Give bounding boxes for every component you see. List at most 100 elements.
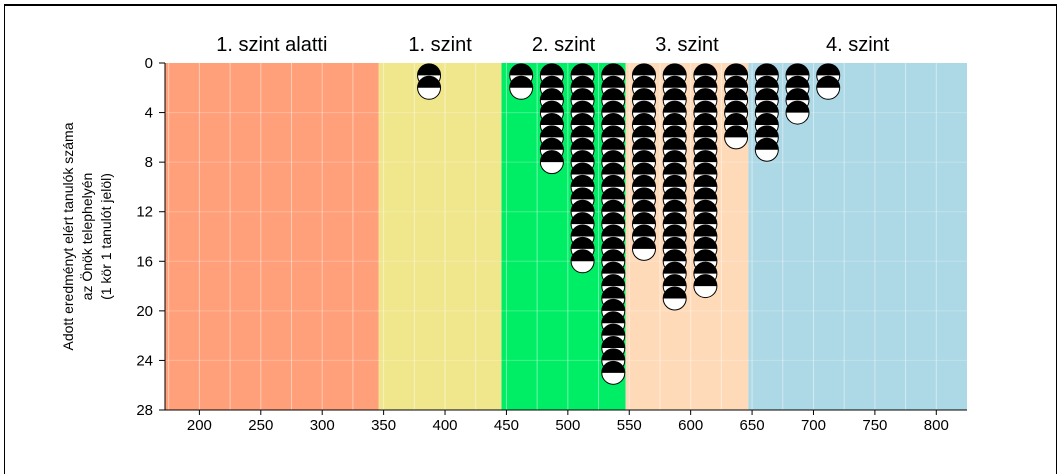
marker-black-half bbox=[724, 125, 748, 138]
axes: 0 4 8 12 16 20 24 28 200 250 300 350 400 450 500 550 600… bbox=[136, 55, 967, 434]
marker-black-half bbox=[632, 163, 656, 175]
marker-black-half bbox=[724, 113, 748, 125]
marker-black-half bbox=[571, 187, 595, 200]
chart-frame bbox=[4, 4, 1057, 474]
marker-black-half bbox=[786, 76, 810, 88]
student-marker bbox=[570, 249, 595, 274]
marker-black-half bbox=[663, 286, 687, 299]
marker-black-half bbox=[601, 262, 625, 274]
y-axis-label-line-1: Adott eredményt elért tanulók száma bbox=[60, 122, 76, 350]
level-band-5 bbox=[748, 63, 967, 410]
marker-black-half bbox=[601, 361, 625, 373]
marker-black-half bbox=[816, 76, 840, 88]
marker-black-half bbox=[663, 187, 687, 200]
x-tick-label: 500 bbox=[555, 417, 580, 434]
marker-black-half bbox=[601, 225, 625, 237]
marker-black-half bbox=[601, 138, 625, 150]
marker-black-half bbox=[571, 175, 595, 187]
student-marker bbox=[631, 236, 656, 261]
marker-black-half bbox=[540, 125, 564, 138]
student-markers bbox=[417, 63, 841, 385]
marker-black-half bbox=[693, 113, 717, 125]
student-marker bbox=[754, 137, 779, 162]
grid-lines bbox=[165, 63, 967, 410]
student-marker bbox=[509, 75, 534, 100]
marker-black-half bbox=[601, 311, 625, 324]
x-tick-label: 450 bbox=[494, 417, 519, 434]
marker-black-half bbox=[571, 76, 595, 88]
y-axis-label: Adott eredményt elért tanulók száma az Ön… bbox=[60, 122, 114, 350]
marker-black-half bbox=[663, 274, 687, 287]
x-tick-label: 300 bbox=[310, 417, 335, 434]
marker-black-half bbox=[663, 138, 687, 150]
y-tick-label: 8 bbox=[145, 154, 153, 171]
marker-black-half bbox=[601, 286, 625, 299]
marker-black-half bbox=[540, 113, 564, 125]
marker-black-half bbox=[755, 101, 779, 113]
marker-black-half bbox=[571, 150, 595, 163]
marker-black-half bbox=[509, 76, 533, 88]
marker-black-half bbox=[663, 237, 687, 249]
marker-black-half bbox=[571, 138, 595, 150]
marker-black-half bbox=[693, 262, 717, 274]
marker-black-half bbox=[693, 200, 717, 212]
marker-black-half bbox=[632, 237, 656, 249]
level-band-1 bbox=[165, 63, 379, 410]
marker-black-half bbox=[540, 101, 564, 113]
x-tick-label: 600 bbox=[678, 417, 703, 434]
student-marker bbox=[785, 100, 810, 125]
x-tick-label: 550 bbox=[617, 417, 642, 434]
marker-black-half bbox=[755, 125, 779, 138]
y-tick-label: 0 bbox=[145, 55, 153, 72]
marker-black-half bbox=[571, 212, 595, 225]
marker-black-half bbox=[601, 76, 625, 88]
marker-black-half bbox=[693, 125, 717, 138]
marker-black-half bbox=[693, 175, 717, 187]
marker-black-half bbox=[571, 125, 595, 138]
x-tick-label: 250 bbox=[248, 417, 273, 434]
marker-black-half bbox=[571, 225, 595, 237]
marker-black-half bbox=[417, 63, 441, 76]
x-tick-label: 650 bbox=[740, 417, 765, 434]
y-tick-label: 4 bbox=[145, 105, 153, 122]
marker-black-half bbox=[601, 274, 625, 287]
student-marker bbox=[816, 75, 841, 100]
marker-black-half bbox=[755, 63, 779, 76]
marker-black-half bbox=[663, 175, 687, 187]
marker-black-half bbox=[601, 200, 625, 212]
marker-black-half bbox=[663, 88, 687, 101]
marker-black-half bbox=[509, 63, 533, 76]
marker-black-half bbox=[540, 150, 564, 163]
student-marker bbox=[601, 360, 626, 385]
marker-black-half bbox=[816, 63, 840, 76]
marker-black-half bbox=[601, 125, 625, 138]
marker-black-half bbox=[632, 150, 656, 163]
marker-black-half bbox=[632, 113, 656, 125]
marker-black-half bbox=[632, 175, 656, 187]
marker-black-half bbox=[724, 88, 748, 101]
x-tick-label: 350 bbox=[371, 417, 396, 434]
marker-black-half bbox=[693, 237, 717, 249]
x-tick-label: 200 bbox=[187, 417, 212, 434]
marker-black-half bbox=[632, 101, 656, 113]
marker-black-half bbox=[601, 299, 625, 311]
marker-black-half bbox=[601, 163, 625, 175]
marker-black-half bbox=[663, 101, 687, 113]
level-label-1: 1. szint alatti bbox=[216, 34, 327, 56]
marker-black-half bbox=[693, 138, 717, 150]
student-marker bbox=[724, 125, 749, 150]
marker-black-half bbox=[540, 63, 564, 76]
marker-black-half bbox=[601, 101, 625, 113]
marker-black-half bbox=[693, 163, 717, 175]
marker-black-half bbox=[601, 175, 625, 187]
marker-black-half bbox=[786, 101, 810, 113]
marker-black-half bbox=[601, 187, 625, 200]
marker-black-half bbox=[601, 88, 625, 101]
marker-black-half bbox=[663, 76, 687, 88]
marker-black-half bbox=[571, 237, 595, 249]
marker-black-half bbox=[755, 138, 779, 150]
marker-black-half bbox=[601, 150, 625, 163]
y-tick-label: 12 bbox=[136, 204, 153, 221]
student-marker bbox=[662, 286, 687, 311]
